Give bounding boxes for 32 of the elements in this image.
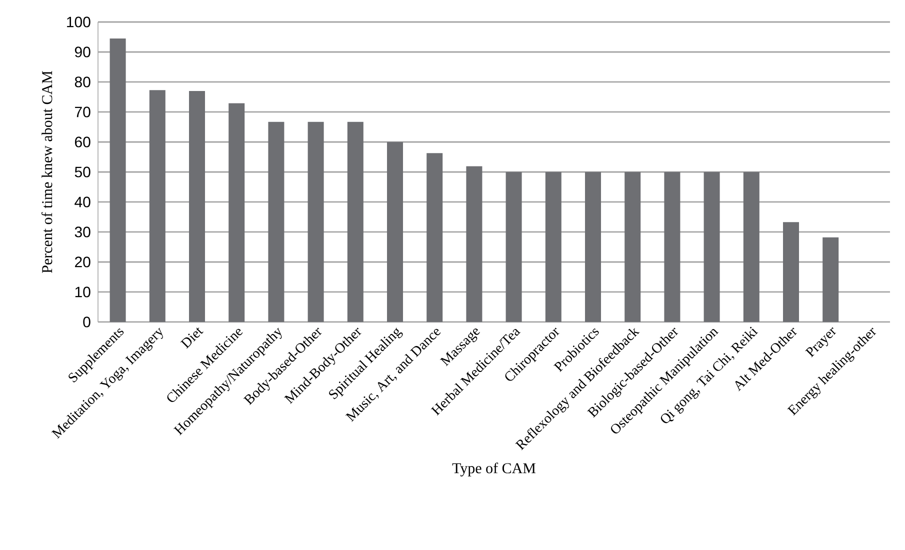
bar [110, 38, 126, 322]
y-tick-label: 20 [75, 256, 90, 268]
bar [704, 172, 720, 322]
y-tick-label: 100 [67, 16, 90, 28]
y-tick-label: 50 [74, 166, 90, 178]
bar [268, 122, 284, 322]
bar [426, 153, 443, 322]
x-axis-title: Type of CAM [452, 462, 536, 476]
bar [585, 172, 601, 322]
y-tick-label: 80 [74, 76, 90, 88]
y-tick-label: 0 [83, 316, 90, 328]
bar [466, 166, 482, 322]
bar [624, 172, 641, 322]
y-tick-label: 40 [74, 196, 90, 208]
y-tick-label: 60 [75, 136, 90, 148]
y-tick-label: 30 [74, 226, 90, 238]
bar [228, 103, 245, 322]
bar [743, 172, 760, 322]
bar [822, 237, 839, 322]
bar [545, 172, 562, 322]
y-axis-title: Percent of time knew about CAM [41, 70, 52, 273]
y-tick-label: 10 [75, 286, 90, 298]
y-tick-label: 90 [74, 46, 90, 58]
bar [387, 142, 404, 322]
bar [189, 90, 206, 322]
bar [506, 172, 522, 322]
bar [308, 122, 324, 322]
bar [664, 172, 680, 322]
bar [783, 222, 799, 322]
bar [149, 90, 166, 322]
y-tick-label: 70 [75, 106, 90, 118]
bar [347, 122, 364, 322]
